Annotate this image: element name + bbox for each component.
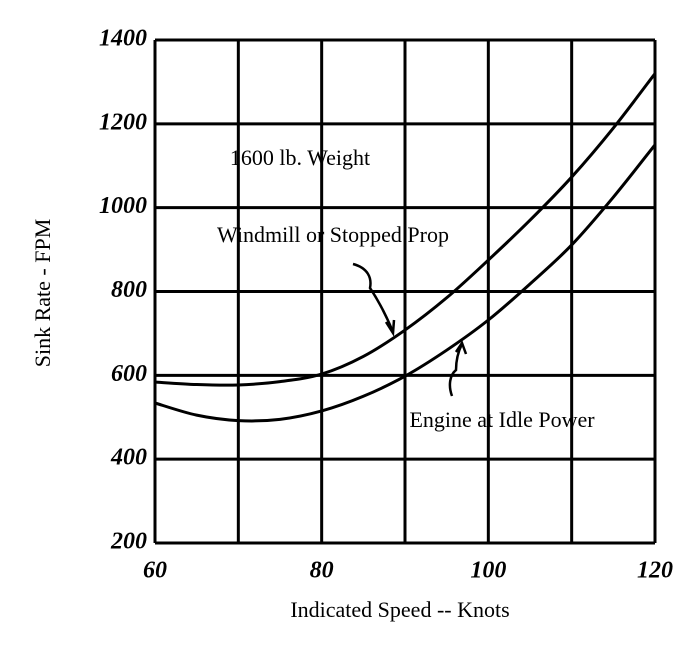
arrowhead (454, 340, 468, 355)
x-tick-label: 100 (470, 558, 506, 584)
series-label: Windmill or Stopped Prop (217, 222, 449, 247)
series-label: Engine at Idle Power (409, 407, 595, 432)
annotation: 1600 lb. Weight (230, 145, 370, 170)
y-tick-label: 600 (111, 361, 147, 387)
arrowhead (384, 319, 396, 337)
y-tick-label: 1200 (99, 109, 147, 135)
y-tick-label: 1000 (99, 193, 147, 219)
lines (154, 72, 657, 423)
x-tick-label: 120 (637, 558, 673, 584)
y-tick-label: 800 (111, 277, 147, 303)
y-tick-label: 400 (110, 445, 147, 471)
line (154, 72, 657, 387)
line (154, 143, 657, 423)
x-tick-label: 80 (310, 558, 334, 584)
y-tick-label: 200 (110, 529, 147, 555)
arrow (448, 343, 464, 397)
arrow (352, 262, 395, 333)
x-tick-label: 60 (143, 558, 167, 584)
y-axis-label: Sink Rate - FPM (30, 219, 55, 368)
y-tick-label: 1400 (99, 26, 147, 52)
grid (153, 38, 657, 545)
x-axis-label: Indicated Speed -- Knots (290, 597, 509, 622)
